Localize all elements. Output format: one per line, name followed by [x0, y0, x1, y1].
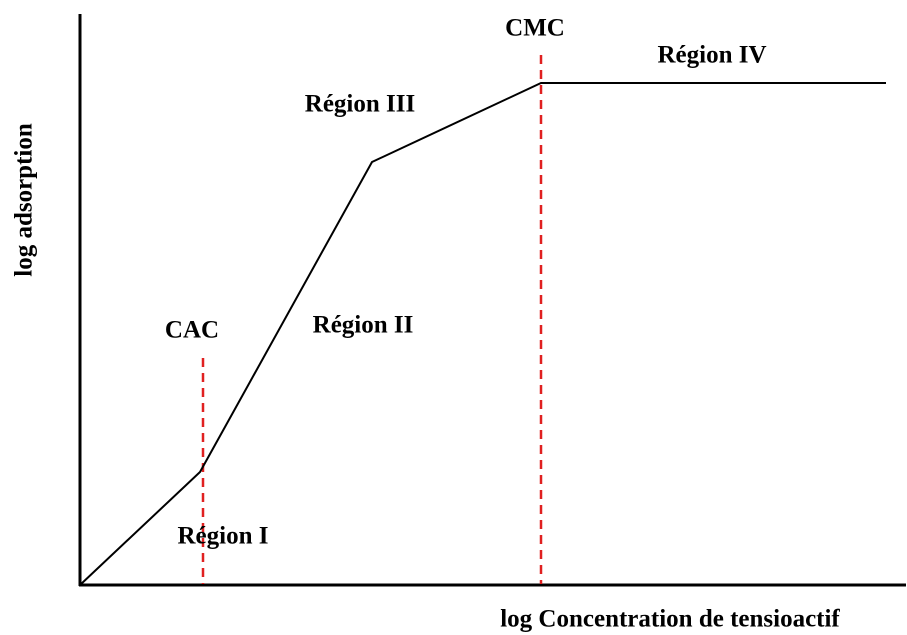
x-axis-label: log Concentration de tensioactif [500, 606, 840, 633]
region-label: Région III [305, 91, 415, 118]
marker-label: CMC [505, 15, 565, 42]
adsorption-curve [79, 82, 886, 586]
region-label: Région I [178, 523, 269, 550]
region-label: Région IV [657, 42, 766, 69]
y-axis-label: log adsorption [11, 123, 38, 277]
marker-label: CAC [165, 317, 219, 344]
region-label: Région II [313, 312, 414, 339]
